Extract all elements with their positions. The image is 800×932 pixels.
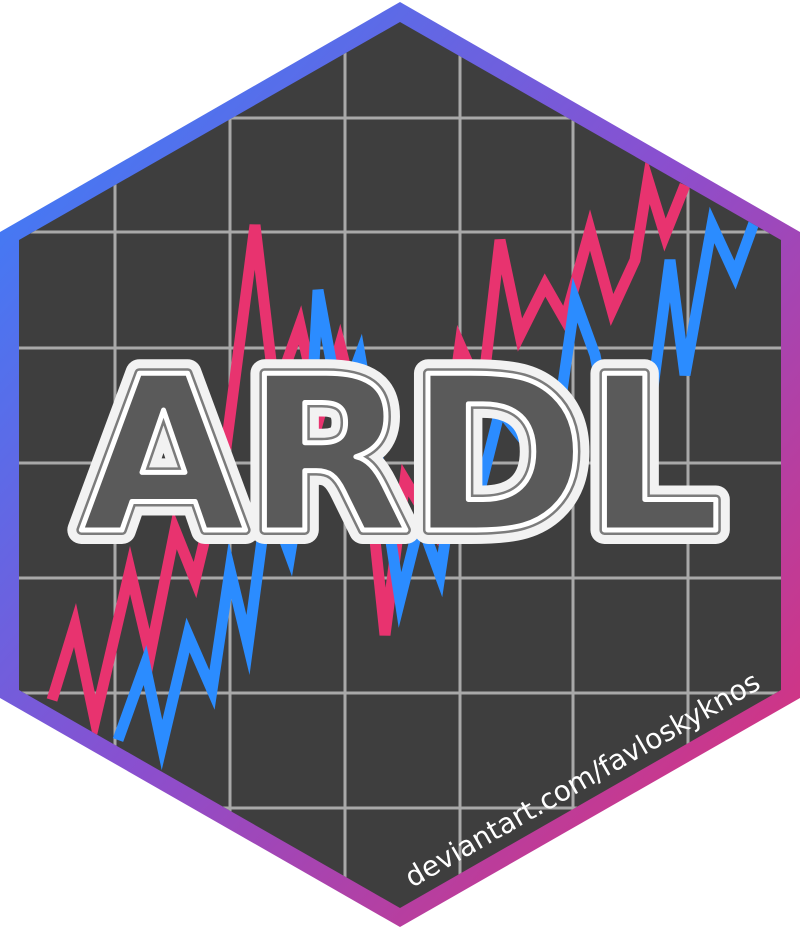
title-outline: ARDL (80, 330, 719, 581)
blue-series-line (112, 206, 761, 771)
title-text: ARDL (80, 330, 719, 581)
title-shadow: ARDL (80, 330, 719, 581)
pink-series-line (46, 155, 691, 746)
